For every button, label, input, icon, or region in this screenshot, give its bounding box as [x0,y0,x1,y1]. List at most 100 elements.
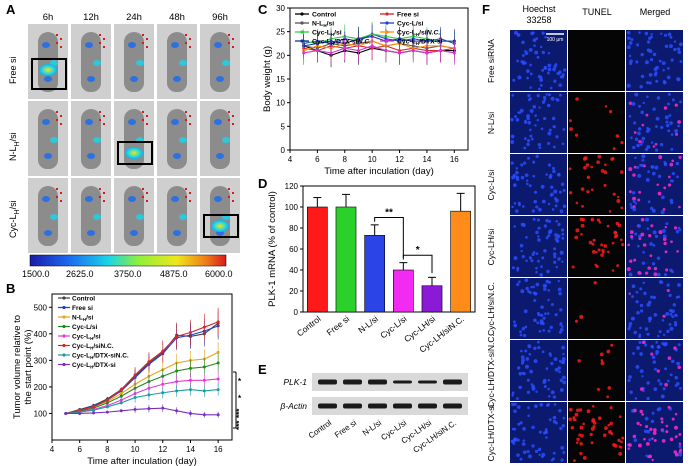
cell-nucleus [662,80,667,85]
cell-nucleus [662,387,666,391]
data-point [216,361,220,365]
data-point [119,392,123,396]
cell-nucleus [616,198,621,203]
cell-nucleus [666,102,671,106]
cell-nucleus [574,133,579,137]
cell-nucleus [538,453,541,457]
cell-nucleus [670,240,673,244]
cell-nucleus [558,83,562,87]
cell-nucleus [628,54,632,58]
cell-nucleus [528,454,532,459]
cell-nucleus [677,283,681,287]
cell-nucleus [627,378,631,383]
cell-nucleus [557,287,562,292]
cell-nucleus [521,54,525,57]
cell-nucleus [532,161,535,164]
mouse-image [114,101,154,176]
cell-nucleus [535,282,540,287]
cell-nucleus [539,83,543,87]
micrograph-tile [568,30,625,91]
legend-subscript: H [90,336,93,341]
cell-nucleus [517,203,521,207]
significance-mark: ** [385,207,393,218]
cell-nucleus [580,187,585,191]
marker-dot [228,119,230,121]
cell-nucleus [590,217,595,222]
cell-nucleus [634,92,639,97]
data-point [161,374,165,378]
cell-nucleus [638,140,642,144]
cell-nucleus [523,309,528,314]
cell-nucleus [547,51,551,55]
cell-nucleus [661,228,666,233]
mouse-image [157,24,197,99]
legend-marker [385,30,389,34]
cell-nucleus [533,318,537,323]
cell-nucleus [547,379,551,382]
cell-nucleus [525,236,528,239]
cell-nucleus [511,393,514,397]
cell-nucleus [544,430,549,434]
marker-dot [228,34,230,36]
cell-nucleus [632,145,636,150]
cell-nucleus [678,432,682,436]
cell-nucleus [628,114,632,118]
legend-text-italic: N.C. [427,30,441,37]
cell-nucleus [629,61,633,65]
cell-nucleus [596,387,601,391]
cell-nucleus [641,413,644,416]
legend-marker [62,305,66,310]
data-point [147,380,151,384]
cell-nucleus [663,106,668,110]
cell-nucleus [631,101,636,106]
cell-nucleus [639,409,643,414]
fluorescence-spot [85,42,93,48]
cell-nucleus [553,189,558,194]
cell-nucleus [665,424,669,428]
y-tick-label: 15 [276,75,285,84]
scale-tick: 1500.0 [22,269,50,279]
cell-nucleus [666,75,671,80]
cell-nucleus [557,279,561,283]
cell-nucleus [611,241,615,245]
cell-nucleus [551,208,555,211]
cell-nucleus [652,52,657,57]
cell-nucleus [548,352,552,356]
cell-nucleus [542,329,546,332]
cell-nucleus [617,195,620,199]
time-header: 6h [42,12,54,23]
cell-nucleus [561,424,565,428]
cell-nucleus [644,271,649,275]
cell-nucleus [513,202,517,205]
cell-nucleus [673,47,677,52]
cell-nucleus [557,366,561,370]
cell-nucleus [516,453,520,457]
marker-dot [103,115,105,117]
series-line [65,389,219,415]
cell-nucleus [638,190,642,194]
mouse-image [200,101,240,176]
cell-nucleus [579,425,584,430]
cell-nucleus [540,313,544,317]
data-point [216,320,220,324]
cell-nucleus [580,232,583,236]
cell-nucleus [562,204,567,208]
legend-label: Cyc-LH/siN.C. [397,30,440,38]
series-line [65,362,219,414]
x-tick-label: 10 [131,445,140,454]
fluorescence-spot [179,137,187,143]
legend-label: Cyc-LH/DTX-si [72,362,116,370]
cell-nucleus [533,199,538,204]
cell-nucleus [604,426,608,430]
cell-nucleus [664,367,668,371]
cell-nucleus [556,71,560,76]
cell-nucleus [626,83,631,88]
cell-nucleus [674,425,678,430]
cell-nucleus [529,109,534,113]
legend-marker [300,12,304,16]
cell-nucleus [669,437,674,442]
cell-nucleus [561,325,564,328]
cell-nucleus [644,416,649,421]
cell-nucleus [520,355,525,360]
cell-nucleus [651,411,655,415]
